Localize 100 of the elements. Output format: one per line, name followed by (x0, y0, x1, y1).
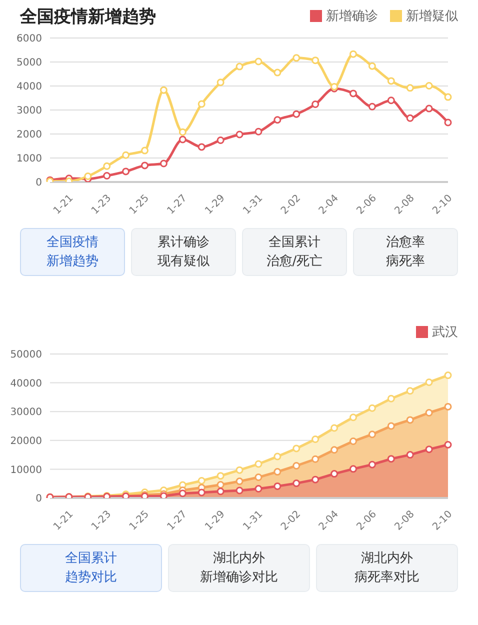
point (216, 488, 224, 496)
text: 趋势对比 (64, 569, 118, 587)
point (349, 414, 357, 422)
point (103, 162, 111, 170)
point (444, 93, 452, 101)
point (312, 476, 320, 484)
y-tick-label: 2000 (16, 130, 42, 141)
point (292, 110, 300, 118)
point (254, 485, 262, 493)
text: 病死率 (385, 253, 426, 271)
point (368, 102, 376, 110)
point (406, 387, 414, 395)
point (330, 424, 338, 432)
y-tick-label: 30000 (10, 407, 42, 418)
point (312, 455, 320, 463)
point (387, 422, 395, 430)
point (122, 168, 130, 176)
point (368, 62, 376, 70)
y-tick-label: 4000 (16, 82, 42, 93)
text: 治愈率 (385, 234, 426, 252)
point (444, 402, 452, 410)
point (330, 446, 338, 454)
point (349, 465, 357, 473)
point (444, 440, 452, 448)
y-tick-label: 6000 (16, 34, 42, 45)
point (406, 84, 414, 92)
point (141, 146, 149, 154)
point (292, 54, 300, 62)
point (274, 68, 282, 76)
point (425, 82, 433, 90)
y-tick-label: 0 (36, 178, 42, 189)
point (216, 481, 224, 488)
point (425, 446, 433, 454)
point (122, 151, 130, 159)
point (425, 104, 433, 112)
point (349, 90, 357, 98)
legend-label: 新增确诊 (325, 8, 378, 25)
point (368, 430, 376, 438)
point (330, 470, 338, 478)
point (216, 78, 224, 86)
chart-title: 全国疫情新增趋势 (20, 6, 156, 28)
point (368, 404, 376, 412)
point (312, 100, 320, 108)
point (141, 162, 149, 170)
point (198, 143, 206, 151)
point (387, 455, 395, 463)
legend-label: 新增疑似 (405, 8, 458, 25)
point (406, 416, 414, 424)
point (368, 460, 376, 468)
text: 新增确诊对比 (199, 569, 279, 587)
legend-label: 武汉 (431, 324, 458, 341)
point (292, 444, 300, 452)
text: 新增趋势 (46, 253, 100, 271)
point (312, 436, 320, 443)
point (236, 130, 244, 138)
point (274, 468, 282, 476)
point (198, 100, 206, 108)
point (198, 476, 206, 484)
point (274, 482, 282, 490)
point (274, 116, 282, 124)
point (178, 490, 186, 498)
y-tick-label: 5000 (16, 58, 42, 69)
text: 治愈/死亡 (265, 253, 324, 271)
text: 现有疑似 (156, 253, 210, 271)
point (254, 58, 262, 66)
point (236, 486, 244, 494)
point (160, 86, 168, 94)
point (312, 56, 320, 64)
y-tick-label: 20000 (10, 436, 42, 447)
point (236, 478, 244, 486)
point (292, 480, 300, 488)
point (236, 466, 244, 474)
y-tick-label: 50000 (10, 350, 42, 361)
point (406, 451, 414, 459)
point (444, 372, 452, 380)
point (198, 488, 206, 496)
text: 全国疫情 (46, 234, 100, 252)
text: 全国累计 (268, 234, 322, 252)
text: 湖北内外 (360, 550, 414, 568)
point (160, 160, 168, 168)
point (178, 128, 186, 136)
point (236, 62, 244, 70)
point (216, 472, 224, 480)
y-tick-label: 10000 (10, 464, 42, 476)
point (178, 136, 186, 144)
point (387, 394, 395, 402)
point (387, 77, 395, 85)
y-tick-label: 3000 (16, 106, 42, 117)
text: 病死率对比 (354, 569, 420, 587)
text: 累计确诊 (156, 234, 210, 252)
point (387, 96, 395, 104)
y-tick-label: 1000 (16, 154, 42, 165)
point (425, 409, 433, 416)
point (274, 452, 282, 460)
point (425, 378, 433, 386)
point (103, 172, 111, 180)
text: 全国累计 (64, 550, 118, 568)
point (216, 136, 224, 144)
y-tick-label: 0 (36, 494, 42, 505)
point (406, 114, 414, 122)
